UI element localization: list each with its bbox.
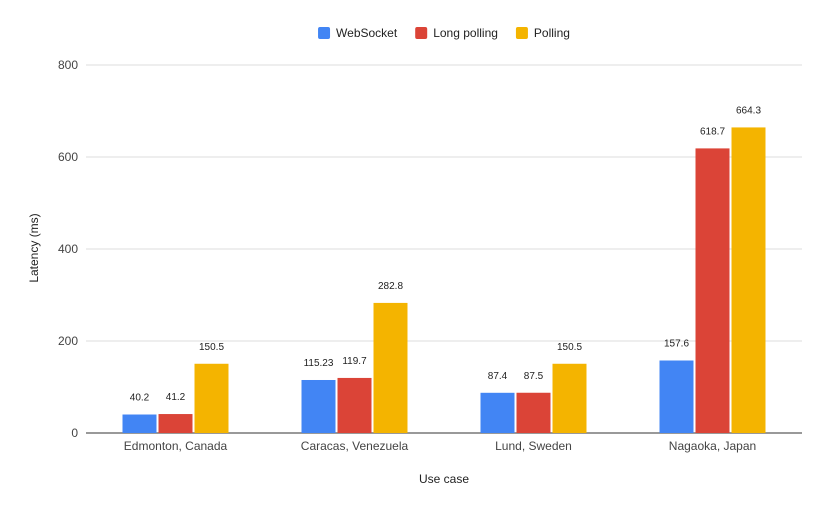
bar-long-polling[interactable] [695, 148, 730, 433]
data-label: 119.7 [342, 356, 367, 367]
data-label: 664.3 [736, 105, 761, 116]
bar-long-polling[interactable] [516, 392, 551, 433]
legend-swatch [515, 27, 528, 39]
x-tick-label: Edmonton, Canada [124, 439, 228, 453]
y-tick-label: 200 [58, 334, 78, 348]
y-axis-ticks: 0 200 400 600 800 [58, 58, 78, 440]
gridlines [86, 64, 802, 434]
data-label: 618.7 [700, 126, 725, 137]
data-labels: 40.2 41.2 150.5 115.23 119.7 282.8 87.4 87.5 150… [130, 105, 762, 403]
legend-label: Polling [534, 26, 570, 40]
x-axis-ticks: Edmonton, Canada Caracas, Venezuela Lund, … [124, 439, 756, 453]
y-axis-title: Latency (ms) [27, 213, 41, 282]
bar-polling[interactable] [194, 363, 229, 433]
data-label: 150.5 [557, 342, 582, 353]
legend-item-long-polling[interactable]: Long polling [415, 26, 498, 40]
bar-polling[interactable] [552, 363, 587, 433]
data-label: 282.8 [378, 281, 403, 292]
bars [122, 127, 766, 433]
y-tick-label: 600 [58, 150, 78, 164]
data-label: 41.2 [166, 392, 186, 403]
legend-swatch [318, 27, 331, 39]
y-tick-label: 0 [71, 426, 78, 440]
bar-websocket[interactable] [301, 379, 336, 433]
bar-polling[interactable] [731, 127, 766, 433]
bar-websocket[interactable] [122, 414, 157, 433]
data-label: 87.5 [524, 371, 544, 382]
legend[interactable]: WebSocket Long polling Polling [318, 26, 570, 40]
legend-item-polling[interactable]: Polling [515, 26, 570, 40]
x-tick-label: Nagaoka, Japan [669, 439, 756, 453]
x-axis-title: Use case [419, 472, 469, 486]
legend-label: Long polling [433, 26, 498, 40]
data-label: 40.2 [130, 393, 150, 404]
bar-long-polling[interactable] [337, 377, 372, 433]
bar-websocket[interactable] [659, 360, 694, 433]
y-tick-label: 800 [58, 58, 78, 72]
x-tick-label: Lund, Sweden [495, 439, 572, 453]
bar-polling[interactable] [373, 302, 408, 433]
data-label: 157.6 [664, 339, 689, 350]
bar-websocket[interactable] [480, 392, 515, 433]
data-label: 150.5 [199, 342, 224, 353]
x-tick-label: Caracas, Venezuela [301, 439, 409, 453]
y-tick-label: 400 [58, 242, 78, 256]
legend-swatch [415, 27, 428, 39]
legend-item-websocket[interactable]: WebSocket [318, 26, 398, 40]
legend-label: WebSocket [336, 26, 398, 40]
data-label: 87.4 [488, 371, 508, 382]
data-label: 115.23 [304, 358, 334, 369]
bar-long-polling[interactable] [158, 414, 193, 433]
